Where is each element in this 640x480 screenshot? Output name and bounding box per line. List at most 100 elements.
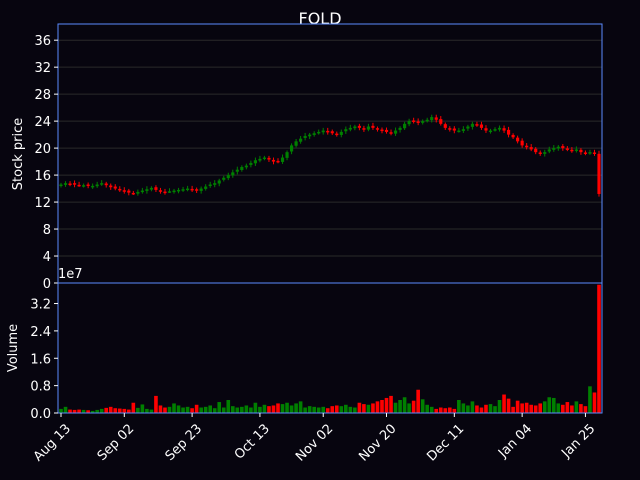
volume-bar [330, 406, 335, 413]
candle-body [158, 190, 163, 192]
candle-body [529, 147, 533, 150]
volume-bar [140, 404, 145, 413]
volume-bar [488, 404, 493, 413]
volume-bar [497, 400, 502, 413]
candle-body [588, 152, 592, 154]
volume-bar [515, 400, 520, 413]
price-tick-label: 36 [34, 34, 51, 49]
candle-body [366, 126, 371, 130]
volume-bar [99, 408, 104, 413]
candle-body [520, 140, 524, 146]
candle-body [271, 159, 276, 162]
volume-bar [127, 409, 131, 413]
volume-bar [303, 407, 307, 413]
candle-body [470, 123, 474, 127]
volume-bar [172, 403, 176, 413]
candle-body [448, 128, 452, 130]
volume-bar [154, 395, 158, 413]
candle-body [195, 189, 199, 191]
volume-bar [289, 405, 294, 413]
price-candles [59, 114, 601, 197]
volume-bar [362, 404, 366, 413]
volume-bar [203, 406, 208, 413]
volume-bar [393, 402, 398, 413]
candle-body [131, 192, 135, 195]
chart-title: FOLD [298, 9, 341, 28]
volume-bar [551, 397, 556, 413]
candle-body [199, 188, 203, 191]
volume-bar [149, 409, 154, 413]
volume-bar [588, 386, 592, 413]
candle-body [543, 152, 547, 154]
candle-body [511, 134, 515, 138]
candle-body [439, 119, 443, 124]
volume-bar [416, 389, 420, 413]
volume-bar [411, 400, 416, 413]
volume-bar [163, 407, 167, 413]
volume-panel-frame [57, 282, 603, 414]
volume-bar [72, 409, 77, 413]
candle-body [276, 160, 280, 163]
volume-bar [212, 408, 217, 413]
candle-body [371, 125, 375, 128]
candle-body [127, 190, 131, 193]
candle-body [167, 191, 172, 193]
candle-body [488, 130, 493, 133]
candle-body [190, 188, 194, 191]
candle-body [384, 129, 389, 132]
volume-bar [249, 407, 253, 413]
candle-body [412, 120, 416, 122]
volume-bar [493, 406, 497, 413]
volume-bar [529, 404, 533, 413]
candle-body [289, 145, 294, 152]
candle-body [534, 148, 538, 153]
candle-body [583, 152, 588, 154]
volume-bar [597, 284, 601, 413]
volume-bar [547, 397, 552, 413]
volume-bar [348, 406, 353, 413]
candle-body [154, 187, 158, 190]
volume-bar [117, 408, 122, 413]
candle-body [262, 157, 267, 160]
volume-y-ticks: 0.0 0.8 1.6 2.4 3.2 [30, 298, 58, 422]
candle-body [493, 129, 497, 131]
volume-bar [579, 404, 583, 413]
candle-body [100, 183, 104, 185]
candle-body [452, 128, 456, 131]
candle-body [375, 128, 380, 130]
candle-body [561, 146, 565, 149]
volume-bar [258, 406, 262, 413]
volume-bar [235, 407, 240, 413]
candle-body [113, 186, 117, 189]
volume-bar [574, 401, 579, 413]
volume-bars [59, 284, 601, 413]
volume-bar [217, 402, 222, 413]
candle-body [357, 125, 361, 128]
volume-bar [398, 400, 402, 413]
volume-bar [570, 405, 574, 413]
price-tick-label: 8 [43, 223, 51, 238]
candle-body [253, 160, 257, 164]
volume-bar [506, 398, 511, 413]
volume-bar [176, 405, 181, 413]
candle-body [145, 189, 149, 191]
volume-bar [221, 407, 226, 413]
volume-bar [339, 406, 344, 413]
candle-body [380, 129, 384, 132]
candle-body [172, 190, 176, 193]
candle-body [570, 149, 574, 152]
volume-bar [325, 408, 330, 413]
candle-body [140, 190, 144, 193]
volume-bar [502, 394, 506, 413]
volume-bar [344, 404, 348, 413]
price-tick-label: 16 [34, 169, 51, 184]
volume-bar [466, 405, 470, 413]
volume-bar [90, 410, 95, 413]
candle-body [425, 119, 429, 122]
volume-bar [267, 406, 271, 413]
candle-body [122, 190, 126, 192]
candle-body [516, 137, 520, 142]
volume-bar [479, 407, 484, 413]
volume-bar [420, 399, 425, 413]
volume-bar [95, 409, 99, 413]
